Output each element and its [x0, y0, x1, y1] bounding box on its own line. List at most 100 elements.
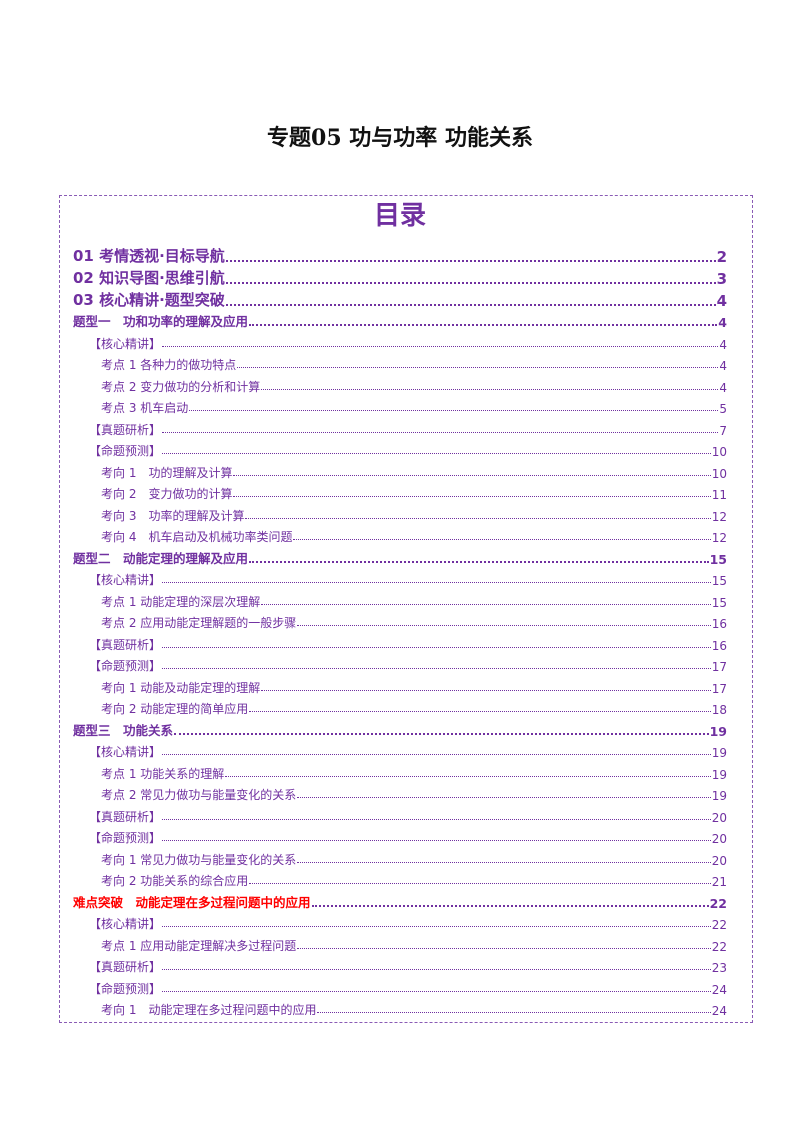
toc-entry-label: 考向 1 动能及动能定理的理解: [101, 680, 261, 695]
toc-entry-page: 4: [719, 359, 727, 373]
toc-entry-label: 考向 3 功率的理解及计算: [101, 508, 245, 523]
toc-entry-page: 3: [716, 270, 727, 288]
toc-entry-label: 考点 2 应用动能定理解题的一般步骤: [101, 616, 297, 630]
dot-leader: [225, 282, 716, 284]
toc-entry[interactable]: 考点 1 各种力的做功特点 4: [73, 353, 727, 373]
toc-entry[interactable]: 考向 2 变力做功的计算 11: [73, 482, 727, 502]
toc-entry-page: 22: [709, 895, 727, 911]
dot-leader: [174, 732, 709, 735]
dot-leader: [311, 904, 709, 907]
dot-leader: [233, 474, 711, 476]
dot-leader: [237, 367, 719, 368]
toc-entry-label: 考点 2 变力做功的分析和计算: [101, 379, 261, 394]
dot-leader: [261, 388, 719, 390]
toc-box: [59, 195, 753, 1023]
toc-entry[interactable]: 【命题预测】 10: [73, 439, 727, 459]
toc-entry[interactable]: 【命题预测】 17: [73, 654, 727, 674]
toc-entry[interactable]: 考向 1 动能定理在多过程问题中的应用 24: [73, 998, 727, 1018]
dot-leader: [249, 711, 711, 712]
toc-entry[interactable]: 题型三 功能关系 19: [73, 719, 727, 739]
toc-entry-label: 难点突破 动能定理在多过程问题中的应用: [73, 894, 311, 910]
toc-entry[interactable]: 【命题预测】 24: [73, 977, 727, 997]
toc-entry[interactable]: 【真题研析】 7: [73, 418, 727, 438]
dot-leader: [261, 689, 711, 691]
toc-entry-page: 12: [711, 531, 727, 545]
document-title: 专题05 功与功率 功能关系: [267, 125, 533, 151]
toc-entry-page: 15: [711, 574, 727, 588]
toc-entry[interactable]: 题型二 动能定理的理解及应用 15: [73, 547, 727, 567]
toc-entry-page: 7: [719, 423, 727, 438]
dot-leader: [297, 947, 711, 949]
toc-entry[interactable]: 【核心精讲】 4: [73, 332, 727, 352]
toc-entry-page: 5: [719, 402, 727, 416]
toc-entry[interactable]: 难点突破 动能定理在多过程问题中的应用 22: [73, 891, 727, 911]
toc-entry-label: 02 知识导图·思维引航: [73, 269, 225, 287]
toc-entry-page: 4: [719, 337, 727, 352]
dot-leader: [225, 304, 716, 306]
toc-entry-page: 19: [711, 746, 727, 760]
toc-entry[interactable]: 01 考情透视·目标导航 2: [73, 244, 727, 266]
toc-entry-label: 考向 2 变力做功的计算: [101, 487, 233, 501]
toc-entry-label: 考点 1 应用动能定理解决多过程问题: [101, 938, 297, 953]
toc-entry-label: 【命题预测】: [89, 831, 162, 845]
dot-leader: [249, 324, 718, 326]
toc-entry-page: 18: [711, 703, 727, 717]
toc-entry-label: 【核心精讲】: [89, 336, 162, 351]
toc-entry-label: 【核心精讲】: [89, 917, 162, 931]
toc-entry[interactable]: 考向 4 机车启动及机械功率类问题 12: [73, 525, 727, 545]
toc-entry[interactable]: 【核心精讲】 15: [73, 568, 727, 588]
toc-entry[interactable]: 考点 2 变力做功的分析和计算 4: [73, 375, 727, 395]
toc-entry[interactable]: 【核心精讲】 22: [73, 912, 727, 932]
toc-entry-page: 23: [711, 961, 727, 975]
toc-entry-page: 15: [709, 551, 727, 567]
toc-entry[interactable]: 题型一 功和功率的理解及应用 4: [73, 310, 727, 330]
toc-entry-page: 20: [711, 810, 727, 825]
dot-leader: [297, 861, 711, 863]
toc-entry[interactable]: 考点 2 应用动能定理解题的一般步骤 16: [73, 611, 727, 631]
dot-leader: [297, 797, 711, 798]
toc-entry[interactable]: 考向 1 常见力做功与能量变化的关系 20: [73, 848, 727, 868]
toc-entry[interactable]: 考向 2 动能定理的简单应用 18: [73, 697, 727, 717]
toc-entry-label: 考点 2 常见力做功与能量变化的关系: [101, 788, 297, 802]
dot-leader: [162, 453, 711, 454]
toc-entry-page: 19: [711, 767, 727, 782]
toc-entry-label: 题型二 动能定理的理解及应用: [73, 550, 249, 566]
toc-entry-label: 考向 1 常见力做功与能量变化的关系: [101, 852, 297, 867]
toc-entry[interactable]: 【真题研析】 16: [73, 633, 727, 653]
toc-entry[interactable]: 02 知识导图·思维引航 3: [73, 266, 727, 288]
dot-leader: [162, 582, 711, 583]
toc-entry-label: 03 核心精讲·题型突破: [73, 291, 225, 309]
toc-entry[interactable]: 03 核心精讲·题型突破 4: [73, 288, 727, 310]
toc-entry-page: 19: [711, 789, 727, 803]
toc-entry-page: 19: [709, 723, 727, 739]
dot-leader: [162, 668, 711, 669]
toc-entry-page: 20: [711, 853, 727, 868]
toc-entry[interactable]: 考点 1 动能定理的深层次理解 15: [73, 590, 727, 610]
toc-entry[interactable]: 考点 3 机车启动 5: [73, 396, 727, 416]
toc-entry-page: 15: [711, 595, 727, 610]
toc-entry[interactable]: 【核心精讲】 19: [73, 740, 727, 760]
toc-entry[interactable]: 考向 1 功的理解及计算 10: [73, 461, 727, 481]
toc-entry[interactable]: 考向 2 功能关系的综合应用 21: [73, 869, 727, 889]
toc-entry[interactable]: 【命题预测】 20: [73, 826, 727, 846]
toc-entry[interactable]: 【真题研析】 23: [73, 955, 727, 975]
toc-entry[interactable]: 考向 3 功率的理解及计算 12: [73, 504, 727, 524]
toc-entry-label: 考向 2 功能关系的综合应用: [101, 874, 249, 888]
toc-entry-page: 4: [719, 380, 727, 395]
toc-entry[interactable]: 考点 1 功能关系的理解 19: [73, 762, 727, 782]
toc-entry-label: 考点 1 各种力的做功特点: [101, 358, 237, 372]
toc-entry-label: 考点 1 功能关系的理解: [101, 766, 225, 781]
dot-leader: [162, 840, 711, 841]
dot-leader: [162, 969, 711, 970]
toc-entry-label: 【真题研析】: [89, 960, 162, 974]
toc-entry-label: 【真题研析】: [89, 809, 162, 824]
toc-entry-page: 11: [711, 488, 727, 502]
toc-entry-page: 20: [711, 832, 727, 846]
toc-entry[interactable]: 考向 1 动能及动能定理的理解 17: [73, 676, 727, 696]
toc-entry[interactable]: 考点 2 常见力做功与能量变化的关系 19: [73, 783, 727, 803]
toc-entry[interactable]: 【真题研析】 20: [73, 805, 727, 825]
toc-entry[interactable]: 考点 1 应用动能定理解决多过程问题 22: [73, 934, 727, 954]
toc-entry-page: 16: [711, 617, 727, 631]
dot-leader: [297, 625, 711, 626]
